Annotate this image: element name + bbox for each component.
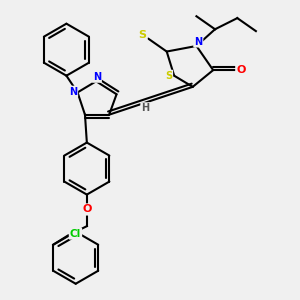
Text: O: O <box>236 65 246 75</box>
Text: O: O <box>82 204 92 214</box>
Text: S: S <box>139 30 147 40</box>
Text: S: S <box>165 71 172 81</box>
Text: Cl: Cl <box>70 229 81 238</box>
Text: H: H <box>141 103 149 113</box>
Text: N: N <box>93 72 101 82</box>
Text: N: N <box>194 37 202 46</box>
Text: N: N <box>69 87 77 97</box>
